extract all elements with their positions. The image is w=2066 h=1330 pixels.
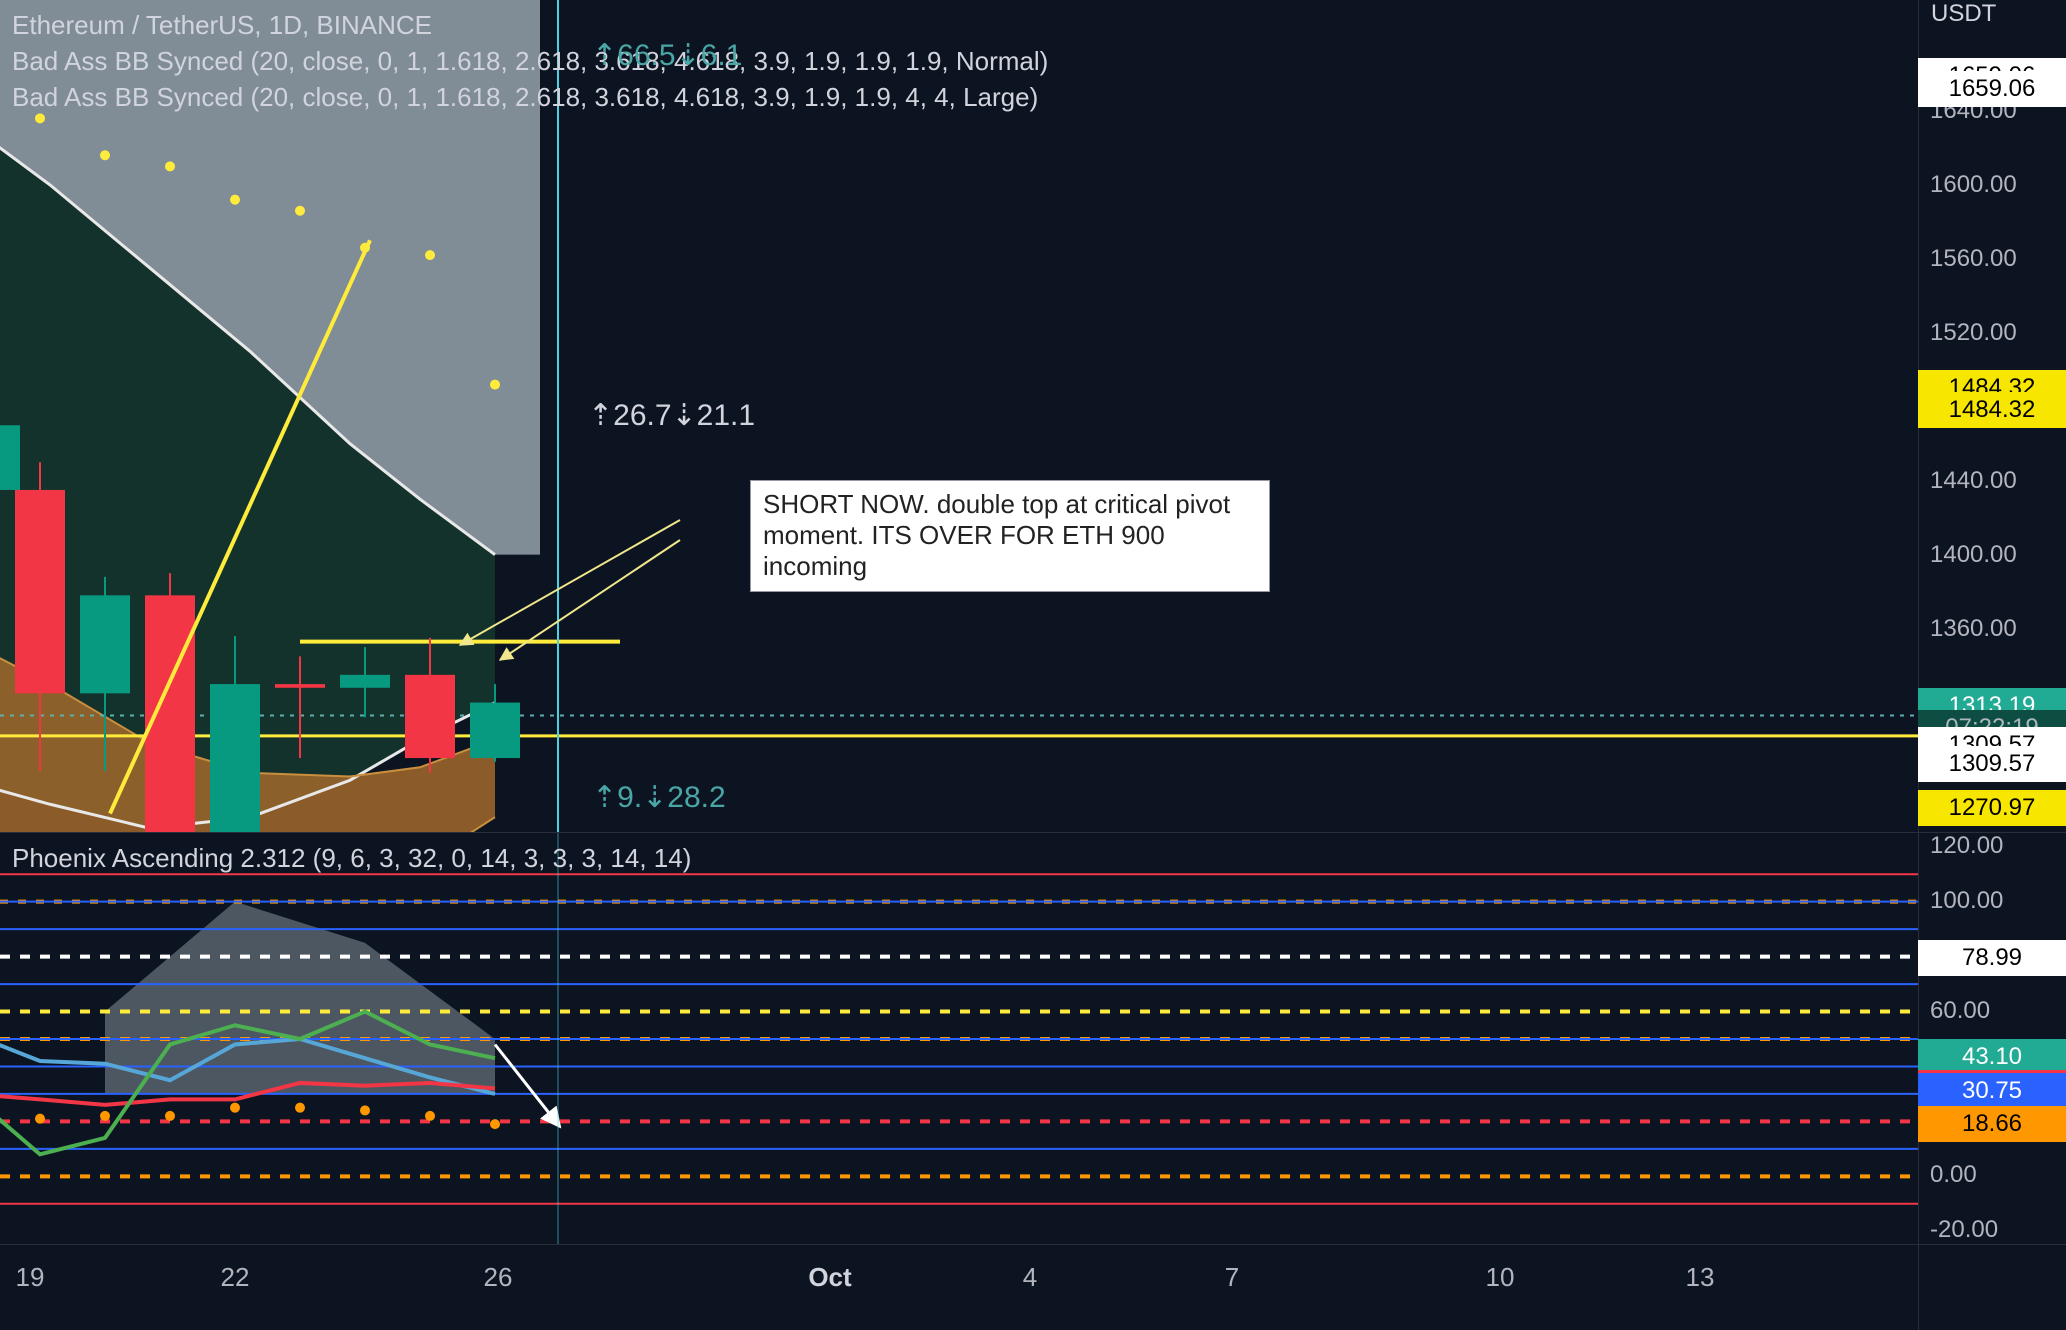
sub-axis-badge: 18.66 [1918,1106,2066,1142]
time-tick: 10 [1486,1262,1515,1293]
time-tick: 13 [1686,1262,1715,1293]
price-tick: 1400.00 [1930,541,2017,569]
time-tick: 4 [1023,1262,1037,1293]
chart-overlay-text: ⇡66.5⇣6.1 [592,38,742,73]
oscillator-panel[interactable]: Phoenix Ascending 2.312 (9, 6, 3, 32, 0,… [0,832,1918,1244]
sub-axis-tick: 100.00 [1930,887,2003,915]
chart-overlay-text: ⇡26.7⇣21.1 [588,398,755,433]
time-tick: 22 [221,1262,250,1293]
sub-axis-tick: 0.00 [1930,1161,1977,1189]
price-tick: 1440.00 [1930,467,2017,495]
time-tick: 7 [1225,1262,1239,1293]
time-axis[interactable] [0,1244,1918,1330]
symbol-title[interactable]: Ethereum / TetherUS, 1D, BINANCE [12,10,432,41]
price-badge: 1659.06 [1918,71,2066,107]
sub-axis-badge: 78.99 [1918,940,2066,976]
chart-container: Ethereum / TetherUS, 1D, BINANCE Bad Ass… [0,0,2066,1330]
time-tick: 19 [16,1262,45,1293]
sub-axis-tick: 120.00 [1930,832,2003,860]
price-badge: 1484.32 [1918,392,2066,428]
chart-overlay-text: ⇡9.⇣28.2 [592,780,726,815]
sub-axis-badge: 30.75 [1918,1073,2066,1109]
price-badge: 1309.57 [1918,746,2066,782]
oscillator-title[interactable]: Phoenix Ascending 2.312 (9, 6, 3, 32, 0,… [12,843,691,874]
price-tick: 1560.00 [1930,245,2017,273]
axis-corner [1918,1244,2066,1330]
price-tick: 1600.00 [1930,171,2017,199]
main-price-panel[interactable]: Ethereum / TetherUS, 1D, BINANCE Bad Ass… [0,0,1918,832]
time-tick: 26 [484,1262,513,1293]
indicator-label-2[interactable]: Bad Ass BB Synced (20, close, 0, 1, 1.61… [12,82,1038,113]
annotation-text-box[interactable]: SHORT NOW. double top at critical pivot … [750,480,1270,592]
axis-unit-label: USDT [1931,0,1996,28]
price-tick: 1360.00 [1930,615,2017,643]
sub-axis-tick: -20.00 [1930,1216,1998,1244]
price-tick: 1520.00 [1930,319,2017,347]
indicator-label-1[interactable]: Bad Ass BB Synced (20, close, 0, 1, 1.61… [12,46,1048,77]
time-tick: Oct [808,1262,851,1293]
sub-axis-tick: 60.00 [1930,997,1990,1025]
price-badge: 1270.97 [1918,790,2066,826]
